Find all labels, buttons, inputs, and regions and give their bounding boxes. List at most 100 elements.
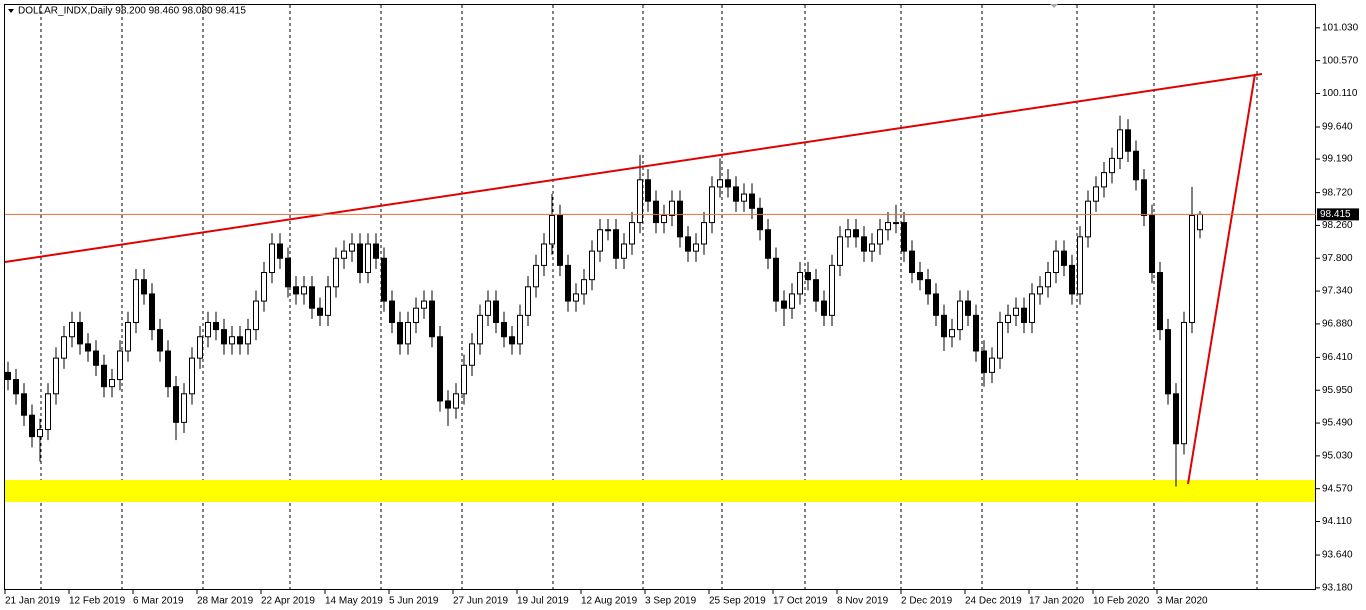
candle-body [869,243,875,252]
candle-body [13,379,19,395]
candle-body [605,229,611,232]
candle-body [773,257,779,302]
candle-body [1197,213,1203,231]
candle-body [997,321,1003,359]
candle-body [1173,393,1179,445]
chart-header: DOLLAR_INDX,Daily 98.200 98.460 98.080 9… [18,6,246,17]
candle-body [717,179,723,188]
candle-body [917,272,923,281]
candle-body [1053,250,1059,274]
candle-body [221,329,227,345]
candle-body [837,236,843,266]
candle-body [1061,250,1067,266]
candle-body [125,321,131,352]
candle-body [549,214,555,245]
y-tick-label: 100.570 [1322,55,1359,66]
candle-body [1037,286,1043,295]
candle-body [933,293,939,316]
candle-body [437,336,443,402]
x-tick-label: 21 Jan 2019 [5,596,60,607]
candle-body [197,336,203,359]
candle-body [181,393,187,423]
candle-body [1189,214,1195,323]
candle-body [597,229,603,252]
candle-body [477,314,483,345]
candle-body [317,307,323,316]
candle-body [709,186,715,224]
candle-body [557,214,563,266]
candle-body [165,350,171,388]
last-price-box [1317,208,1359,221]
candle-body [1013,307,1019,316]
candle-body [941,314,947,338]
candle-body [253,300,259,331]
y-tick-label: 93.180 [1322,583,1353,594]
candle-body [1117,129,1123,159]
x-tick-label: 3 Mar 2020 [1157,596,1208,607]
candle-body [661,214,667,224]
candle-body [53,357,59,395]
candle-body [421,300,427,309]
candle-body [1181,321,1187,445]
candle-body [861,236,867,252]
candle-body [693,243,699,252]
candle-body [829,264,835,316]
y-tick-label: 96.410 [1322,352,1353,363]
resistance-trendline [4,73,1263,263]
y-tick-label: 97.340 [1322,286,1353,297]
x-tick-label: 24 Dec 2019 [965,596,1022,607]
x-tick-label: 19 Jul 2019 [517,596,569,607]
candle-body [93,350,99,366]
candle-body [645,179,651,202]
candle-body [653,200,659,224]
candle-body [901,222,907,252]
candle-body [757,207,763,231]
rally-trendline [1187,73,1256,485]
plot-frame [4,4,1316,590]
candle-body [1101,172,1107,188]
candle-body [453,393,459,409]
candle-body [1093,186,1099,202]
candle-body [309,286,315,309]
x-tick-label: 12 Aug 2019 [581,596,638,607]
candle-body [213,321,219,331]
candle-body [261,272,267,302]
candle-body [293,286,299,295]
x-tick-label: 25 Sep 2019 [709,596,766,607]
candle-body [1029,293,1035,323]
candle-body [981,350,987,373]
candle-body [613,229,619,259]
y-tick-label: 94.570 [1322,483,1353,494]
candle-body [37,428,43,438]
candle-body [733,186,739,202]
candle-body [349,243,355,252]
candle-body [333,257,339,288]
candle-body [101,364,107,388]
candle-body [573,293,579,302]
y-tick-label: 100.110 [1322,88,1358,99]
x-tick-label: 8 Nov 2019 [837,596,889,607]
candle-body [109,379,115,388]
candle-body [845,229,851,238]
scroll-marker [1050,4,1058,8]
x-tick-label: 12 Feb 2019 [69,596,126,607]
candle-body [885,222,891,231]
candle-body [853,229,859,238]
last-price-label: 98.415 [1320,209,1351,220]
y-tick-label: 97.800 [1322,253,1353,264]
candle-body [677,200,683,238]
candle-body [117,350,123,381]
candle-body [229,336,235,345]
candle-body [805,272,811,281]
candle-body [149,293,155,331]
candle-body [269,243,275,274]
candle-body [637,179,643,224]
candle-body [461,364,467,395]
x-tick-label: 6 Mar 2019 [133,596,184,607]
candle-body [989,357,995,373]
candle-body [485,300,491,316]
candle-body [205,321,211,338]
candle-body [957,300,963,331]
y-tick-label: 99.190 [1322,154,1353,165]
